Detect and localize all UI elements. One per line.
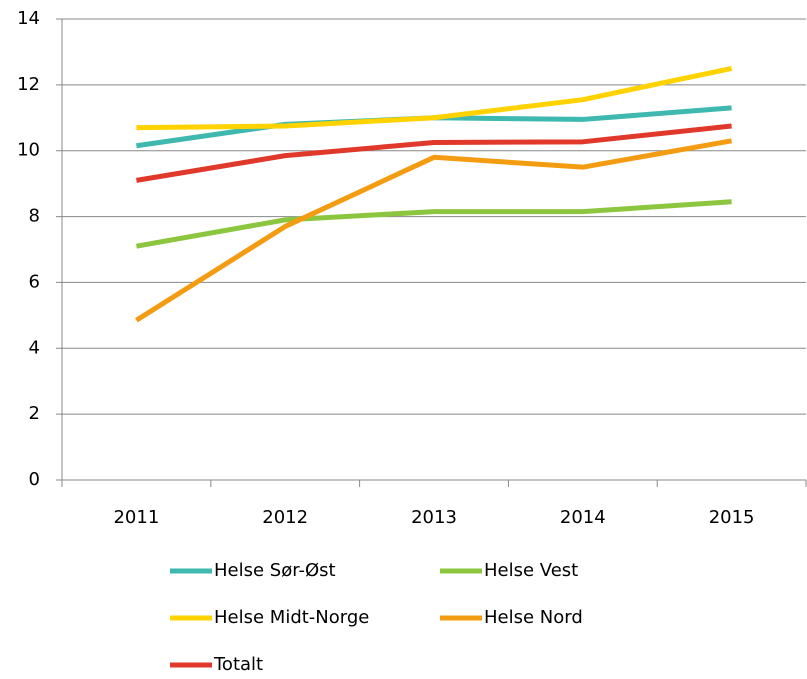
series-line [135, 123, 732, 183]
x-tick-label: 2011 [113, 507, 159, 528]
y-tick-label: 6 [29, 271, 40, 292]
legend-label: Helse Midt-Norge [214, 607, 369, 628]
y-tick-label: 0 [29, 469, 40, 490]
y-tick-label: 8 [29, 206, 40, 227]
x-tick-label: 2015 [709, 507, 755, 528]
x-tick-label: 2014 [560, 507, 606, 528]
y-tick-label: 4 [29, 337, 40, 358]
legend-label: Helse Vest [484, 560, 578, 581]
legend-label: Totalt [213, 654, 263, 675]
legend-label: Helse Sør-Øst [214, 560, 336, 581]
series-line [135, 138, 733, 323]
y-tick-label: 12 [17, 74, 40, 95]
x-tick-label: 2013 [411, 507, 457, 528]
legend-label: Helse Nord [484, 607, 583, 628]
series-line [135, 199, 732, 249]
y-tick-label: 14 [17, 8, 40, 29]
series-line [136, 65, 733, 131]
x-tick-label: 2012 [262, 507, 308, 528]
y-tick-label: 10 [17, 140, 40, 161]
y-tick-label: 2 [29, 403, 40, 424]
